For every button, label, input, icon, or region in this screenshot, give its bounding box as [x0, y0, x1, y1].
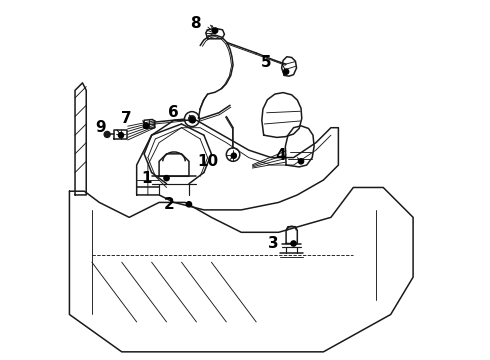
Text: 3: 3: [268, 236, 279, 251]
Circle shape: [190, 118, 196, 123]
Text: 9: 9: [96, 120, 106, 135]
Text: 1: 1: [141, 171, 151, 186]
Text: 6: 6: [168, 105, 178, 120]
Circle shape: [164, 176, 169, 181]
Circle shape: [213, 28, 218, 33]
Circle shape: [231, 153, 236, 158]
Circle shape: [298, 159, 304, 164]
Circle shape: [188, 115, 196, 123]
Circle shape: [119, 132, 123, 138]
Circle shape: [104, 131, 110, 138]
Text: 8: 8: [190, 15, 201, 31]
Text: 4: 4: [275, 148, 286, 163]
Text: 2: 2: [163, 197, 174, 212]
Circle shape: [144, 123, 148, 129]
Text: 10: 10: [198, 154, 219, 169]
Circle shape: [291, 241, 296, 246]
Text: 5: 5: [261, 55, 272, 70]
Circle shape: [284, 69, 289, 74]
Text: 7: 7: [121, 111, 132, 126]
Circle shape: [186, 202, 192, 207]
